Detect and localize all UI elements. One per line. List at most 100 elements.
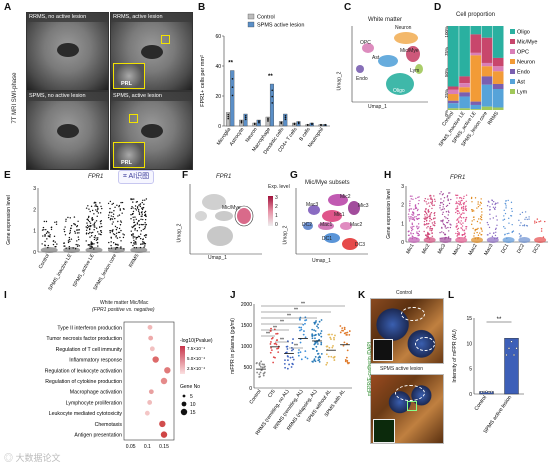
data-point (427, 231, 429, 234)
data-point (300, 328, 303, 331)
data-point (143, 246, 145, 248)
color-legend-tick: 5.0×10⁻⁴ (187, 356, 205, 361)
data-point (90, 205, 93, 208)
data-point (410, 232, 412, 234)
data-point (456, 194, 459, 197)
data-point (424, 197, 427, 200)
data-point (538, 221, 540, 223)
data-point (443, 208, 445, 210)
data-point (299, 329, 301, 332)
data-point (409, 202, 411, 205)
data-point (430, 195, 432, 197)
data-point (424, 210, 426, 213)
data-point (480, 202, 482, 204)
data-point (112, 233, 115, 235)
umap-c-ylabel: Umap_2 (336, 71, 343, 91)
panel-f-letter: F (182, 170, 189, 181)
data-point (462, 197, 465, 200)
data-point (429, 216, 431, 218)
data-point (332, 356, 335, 359)
data-point (77, 236, 80, 238)
data-point (440, 209, 442, 211)
data-point (539, 220, 542, 222)
data-point (456, 197, 458, 199)
data-point (489, 213, 491, 216)
data-point (477, 238, 479, 240)
data-point (317, 326, 320, 329)
roi-box (407, 401, 417, 411)
legend-swatch (510, 49, 515, 54)
data-point (447, 220, 450, 222)
data-point (413, 225, 415, 228)
data-point (503, 215, 505, 217)
data-point (418, 213, 420, 216)
data-point (93, 236, 96, 239)
data-point (465, 209, 468, 212)
data-point (89, 210, 91, 213)
data-point (299, 318, 301, 321)
data-point (118, 205, 120, 208)
data-point (90, 242, 93, 245)
cell-outline (395, 385, 425, 401)
data-point (426, 237, 428, 240)
data-point (95, 237, 97, 239)
data-point (429, 214, 431, 217)
data-point (462, 234, 464, 236)
data-point (511, 210, 513, 213)
y-tick-label: 1500 (241, 323, 252, 329)
data-point (429, 229, 431, 231)
data-point (312, 348, 315, 350)
ai-recognize-button[interactable]: ⌗ AI识图 (118, 170, 155, 184)
data-point (428, 205, 431, 207)
data-point (460, 217, 463, 219)
data-point (133, 242, 135, 244)
data-point (525, 216, 527, 219)
data-point (410, 215, 412, 218)
y-axis-label: Gene expression level (6, 195, 12, 244)
data-point (456, 235, 458, 237)
data-point (446, 196, 448, 198)
data-point (481, 230, 483, 232)
data-point (411, 237, 414, 240)
data-point (74, 248, 77, 250)
data-point (473, 219, 475, 221)
cluster-label: Ast (372, 55, 380, 61)
data-point (90, 232, 93, 234)
data-point (465, 207, 467, 210)
data-point (91, 243, 94, 245)
data-point (114, 248, 117, 250)
data-point (88, 215, 90, 218)
data-point (292, 338, 294, 340)
data-point (442, 211, 444, 213)
data-point (477, 205, 480, 208)
data-point (455, 225, 457, 228)
data-point (343, 332, 346, 335)
data-point (306, 123, 309, 126)
y-tick-label: 5 (469, 367, 472, 373)
data-point (134, 241, 136, 243)
data-point (456, 207, 458, 209)
stack-segment (470, 52, 482, 56)
data-point (458, 232, 460, 234)
data-point (473, 232, 476, 234)
stack-segment (481, 84, 493, 107)
data-point (348, 362, 351, 364)
data-point (428, 233, 431, 235)
data-point (253, 122, 256, 125)
violin-base (85, 247, 103, 253)
data-point (425, 211, 427, 214)
data-point (314, 334, 317, 336)
stack-segment (470, 104, 482, 110)
category-label: SPMS_lesion core (92, 253, 118, 292)
data-point (298, 349, 300, 351)
data-point (426, 203, 428, 205)
data-point (141, 201, 143, 204)
data-point (339, 331, 342, 334)
data-point (431, 229, 433, 231)
data-point (87, 226, 90, 228)
data-point (227, 117, 230, 120)
data-point (306, 357, 309, 360)
data-point (93, 224, 96, 226)
data-point (518, 233, 521, 235)
data-point (490, 390, 493, 393)
